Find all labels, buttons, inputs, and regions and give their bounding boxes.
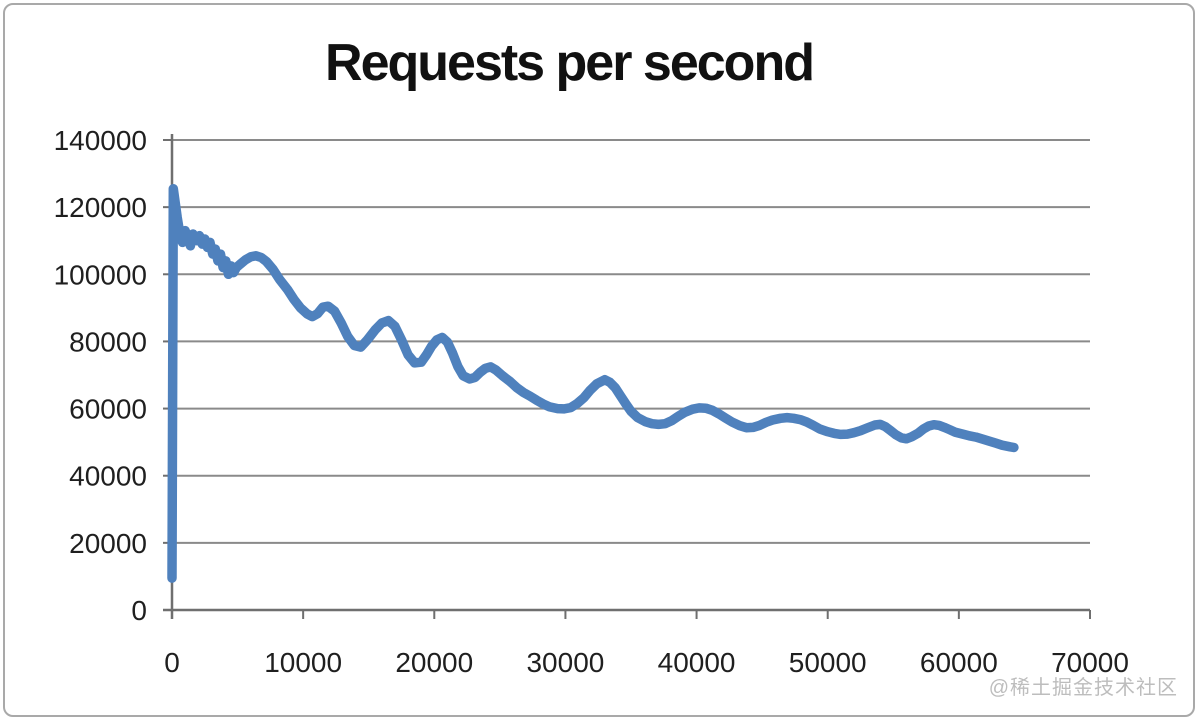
x-axis-label: 40000: [658, 647, 736, 678]
y-axis-label: 100000: [54, 259, 147, 290]
y-axis-label: 140000: [54, 125, 147, 156]
x-axis-label: 50000: [789, 647, 867, 678]
watermark-text: @稀土掘金技术社区: [988, 677, 1178, 699]
y-axis-label: 120000: [54, 192, 147, 223]
series-line: [167, 183, 1019, 583]
x-axis-label: 10000: [264, 647, 342, 678]
y-axis-label: 40000: [69, 461, 147, 492]
y-axis-label: 60000: [69, 394, 147, 425]
x-axis-label: 0: [164, 647, 180, 678]
x-axis-label: 60000: [920, 647, 998, 678]
chart-title: Requests per second: [325, 34, 815, 92]
x-axis-label: 30000: [526, 647, 604, 678]
x-axis-label: 20000: [395, 647, 473, 678]
x-axis-label: 70000: [1051, 647, 1129, 678]
y-axis-label: 80000: [69, 326, 147, 357]
y-axis-label: 20000: [69, 528, 147, 559]
y-axis-label: 0: [131, 595, 147, 626]
